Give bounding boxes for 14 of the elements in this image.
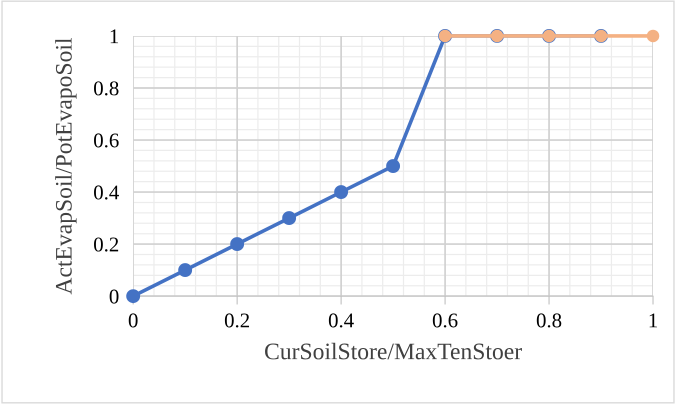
y-tick-label: 1 — [110, 29, 118, 44]
y-axis-title: ActEvapSoil/PotEvapoSoil — [55, 38, 77, 294]
y-tick-label: 0.6 — [94, 133, 119, 148]
x-axis-title: CurSoilStore/MaxTenStoer — [265, 342, 522, 360]
x-tick-label: 0.4 — [328, 313, 354, 328]
x-tick-label: 0.6 — [432, 313, 458, 328]
x-tick-label: 0 — [128, 313, 138, 328]
x-tick-label: 0.2 — [224, 313, 250, 328]
y-tick-label: 0.8 — [94, 81, 118, 96]
x-tick-label: 0.8 — [536, 313, 562, 328]
y-tick-label: 0.2 — [94, 237, 118, 252]
y-tick-label: 0.4 — [94, 185, 119, 200]
y-tick-label: 0 — [110, 290, 118, 304]
x-tick-label: 1 — [650, 314, 657, 328]
